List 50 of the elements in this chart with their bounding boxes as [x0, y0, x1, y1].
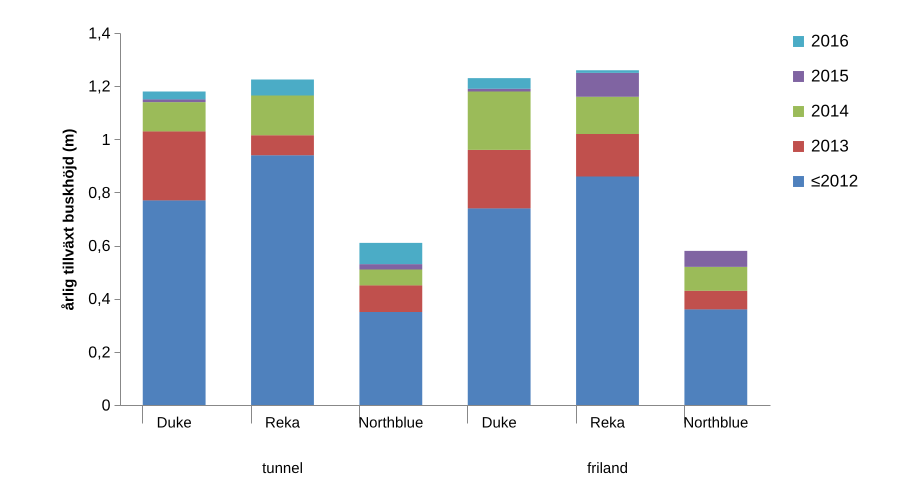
bar — [576, 96, 639, 134]
x-tick-label: Reka — [264, 414, 301, 432]
bar — [359, 242, 422, 264]
bar — [576, 176, 639, 405]
text: tunnel — [262, 460, 303, 477]
bar — [684, 290, 748, 310]
legend-label: 2014 — [811, 102, 849, 120]
bar — [468, 78, 531, 89]
x-tick-label: Duke — [482, 414, 517, 432]
legend-label: 2013 — [811, 136, 849, 156]
bar — [251, 155, 314, 405]
x-tick-label: Reka — [590, 414, 626, 432]
bar — [359, 264, 422, 270]
bar — [359, 285, 422, 312]
bar — [468, 208, 531, 405]
bar — [576, 72, 639, 97]
legend-label: 2015 — [811, 66, 849, 86]
y-tick-label: 0,4 — [88, 291, 111, 308]
text: friland — [587, 460, 628, 477]
y-axis-title: årlig tillväxt buskhöjd (m) — [60, 128, 78, 310]
legend-label: ≤2012 — [811, 172, 858, 190]
x-tick-label: Northblue — [358, 414, 424, 432]
bar — [359, 269, 422, 286]
bar — [251, 80, 314, 96]
y-tick-label: 0,8 — [88, 184, 111, 202]
y-tick-label: 0 — [102, 398, 111, 414]
bar — [142, 102, 206, 132]
bar — [142, 200, 206, 405]
bar — [684, 309, 748, 405]
y-tick-label: 1,4 — [88, 26, 111, 42]
legend-label: 2016 — [811, 32, 849, 50]
bar — [142, 99, 206, 102]
bar — [684, 266, 748, 291]
x-tick-label: Northblue — [683, 414, 748, 432]
y-tick-label: 0,6 — [88, 238, 111, 256]
y-tick-label: 1,2 — [88, 78, 111, 96]
bar — [576, 70, 639, 73]
bar — [468, 88, 531, 92]
x-tick-label: Duke — [156, 414, 192, 432]
bar — [576, 134, 639, 176]
bar — [468, 150, 531, 208]
bar — [251, 95, 314, 136]
bar — [142, 131, 206, 200]
bar — [142, 91, 206, 100]
bar — [251, 135, 314, 156]
y-tick-label: 0,2 — [88, 344, 111, 362]
bar — [359, 312, 422, 405]
y-tick-label: 1 — [102, 132, 111, 149]
bar — [684, 250, 748, 267]
bar — [468, 91, 531, 150]
